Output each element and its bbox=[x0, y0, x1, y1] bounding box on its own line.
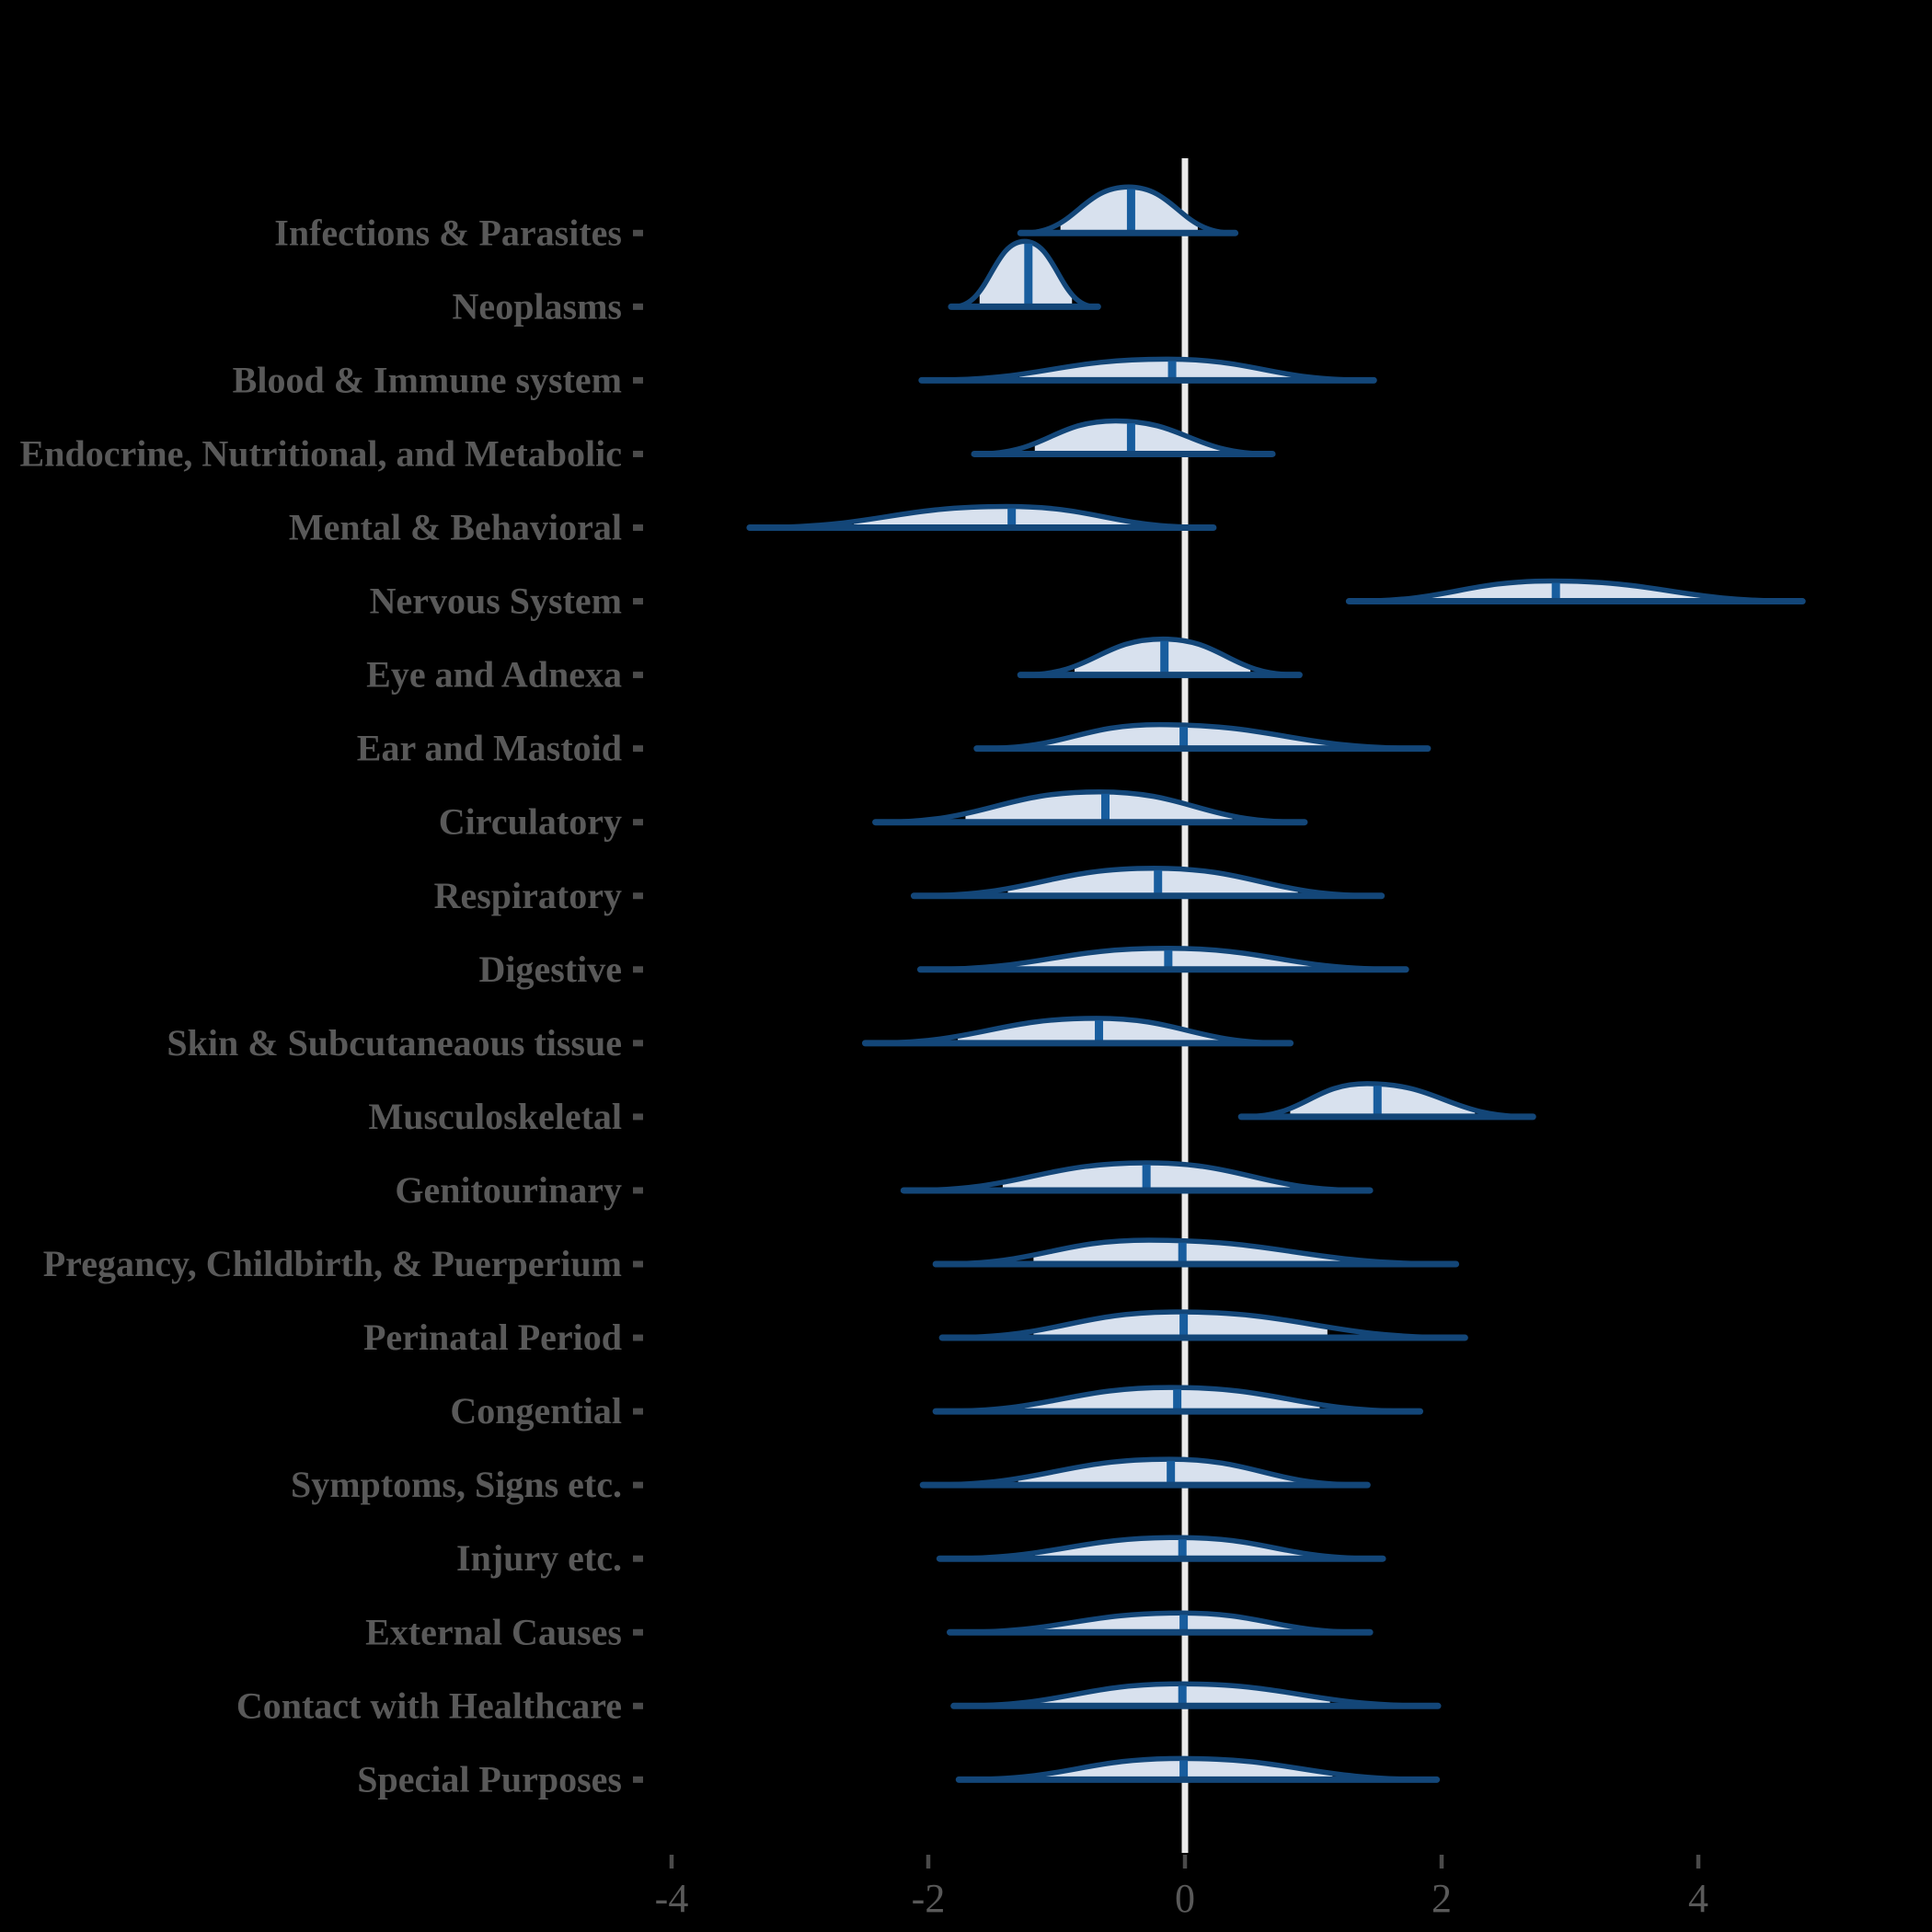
median-bar bbox=[1007, 508, 1017, 528]
density-outline bbox=[942, 1309, 1466, 1340]
median-bar bbox=[1164, 949, 1173, 970]
category-label: Eye and Adnexa bbox=[366, 654, 622, 696]
median-bar bbox=[1101, 793, 1110, 822]
median-bar bbox=[1178, 1685, 1187, 1707]
median-bar bbox=[1095, 1019, 1104, 1043]
density-outline bbox=[974, 418, 1272, 457]
density-outline bbox=[1241, 1081, 1534, 1120]
y-axis-tick bbox=[633, 1481, 643, 1489]
y-axis-tick bbox=[633, 1334, 643, 1341]
median-bar bbox=[1179, 1760, 1189, 1780]
median-bar bbox=[1126, 423, 1135, 454]
category-label: Endocrine, Nutritional, and Metabolic bbox=[20, 432, 622, 474]
y-axis-tick bbox=[633, 303, 643, 310]
category-label: Neoplasms bbox=[453, 285, 622, 327]
y-axis-tick bbox=[633, 1040, 643, 1047]
category-label: External Causes bbox=[365, 1611, 622, 1652]
median-bar bbox=[1154, 869, 1163, 896]
density-outline bbox=[865, 1016, 1291, 1046]
x-axis-tick-label: -2 bbox=[912, 1876, 946, 1921]
density-outline bbox=[903, 1160, 1370, 1193]
category-label: Perinatal Period bbox=[363, 1317, 622, 1358]
category-label: Musculoskeletal bbox=[368, 1096, 622, 1137]
median-bar bbox=[1173, 1389, 1182, 1412]
median-bar bbox=[1373, 1086, 1382, 1117]
category-label: Digestive bbox=[478, 949, 622, 990]
y-axis-tick bbox=[633, 1408, 643, 1415]
median-bar bbox=[1178, 1539, 1187, 1559]
density-outline bbox=[939, 1535, 1383, 1561]
density-outline bbox=[949, 1610, 1370, 1635]
median-bar bbox=[1142, 1164, 1151, 1190]
median-bar bbox=[1167, 1461, 1176, 1486]
density-outline bbox=[1349, 578, 1802, 604]
median-bar bbox=[1179, 727, 1189, 749]
category-label: Ear and Mastoid bbox=[357, 728, 622, 769]
density-outline bbox=[936, 1385, 1420, 1414]
y-axis-tick bbox=[633, 1260, 643, 1268]
y-axis-tick bbox=[633, 598, 643, 605]
median-bar bbox=[1551, 582, 1560, 602]
density-outline bbox=[750, 503, 1213, 531]
category-label: Blood & Immune system bbox=[233, 359, 622, 400]
x-axis-tick-label: -4 bbox=[655, 1876, 689, 1921]
category-label: Genitourinary bbox=[395, 1169, 622, 1211]
y-axis-tick bbox=[633, 1776, 643, 1783]
median-bar bbox=[1126, 189, 1135, 234]
median-bar bbox=[1160, 640, 1169, 675]
y-axis-tick bbox=[633, 892, 643, 900]
density-outline bbox=[923, 1456, 1368, 1488]
y-axis-tick bbox=[633, 672, 643, 679]
density-fill bbox=[1290, 1083, 1476, 1117]
category-label: Skin & Subcutaneaous tissue bbox=[167, 1022, 622, 1064]
median-bar bbox=[1179, 1314, 1189, 1339]
y-axis-tick bbox=[633, 524, 643, 531]
y-axis-tick bbox=[633, 1702, 643, 1709]
median-bar bbox=[1167, 361, 1177, 381]
y-axis-tick bbox=[633, 450, 643, 457]
category-label: Mental & Behavioral bbox=[289, 507, 622, 548]
density-outline bbox=[1020, 184, 1236, 236]
median-bar bbox=[1179, 1615, 1189, 1633]
density-outline bbox=[959, 1755, 1437, 1783]
x-axis-tick-label: 4 bbox=[1688, 1876, 1708, 1921]
category-label: Circulatory bbox=[439, 801, 622, 843]
y-axis-tick bbox=[633, 229, 643, 236]
median-bar bbox=[1178, 1242, 1187, 1264]
category-label: Contact with Healthcare bbox=[236, 1685, 622, 1726]
category-label: Symptoms, Signs etc. bbox=[291, 1464, 622, 1505]
density-fill bbox=[1033, 1240, 1340, 1264]
category-label: Special Purposes bbox=[357, 1758, 622, 1800]
category-label: Nervous System bbox=[370, 581, 622, 622]
y-axis-tick bbox=[633, 1113, 643, 1121]
x-axis-tick-label: 0 bbox=[1175, 1876, 1195, 1921]
y-axis-tick bbox=[633, 745, 643, 753]
y-axis-tick bbox=[633, 1628, 643, 1636]
y-axis-tick bbox=[633, 819, 643, 826]
y-axis-tick bbox=[633, 966, 643, 973]
density-outline bbox=[936, 1237, 1456, 1267]
category-label: Infections & Parasites bbox=[274, 212, 622, 253]
y-axis-tick bbox=[633, 1555, 643, 1562]
category-label: Injury etc. bbox=[456, 1537, 622, 1579]
density-outline bbox=[920, 946, 1406, 972]
category-label: Respiratory bbox=[434, 875, 622, 916]
category-label: Pregancy, Childbirth, & Puerperium bbox=[43, 1243, 622, 1284]
density-outline bbox=[951, 238, 1098, 310]
density-outline bbox=[977, 721, 1428, 752]
x-axis-tick-label: 2 bbox=[1432, 1876, 1452, 1921]
y-axis-tick bbox=[633, 1187, 643, 1194]
density-outline bbox=[1020, 636, 1300, 678]
density-outline bbox=[953, 1681, 1438, 1709]
median-bar bbox=[1024, 243, 1033, 307]
zero-reference-line bbox=[1181, 158, 1189, 1853]
density-outline bbox=[914, 865, 1382, 899]
density-outline bbox=[875, 788, 1305, 825]
category-label: Congential bbox=[450, 1390, 622, 1432]
density-outline bbox=[922, 356, 1374, 384]
y-axis-tick bbox=[633, 376, 643, 384]
